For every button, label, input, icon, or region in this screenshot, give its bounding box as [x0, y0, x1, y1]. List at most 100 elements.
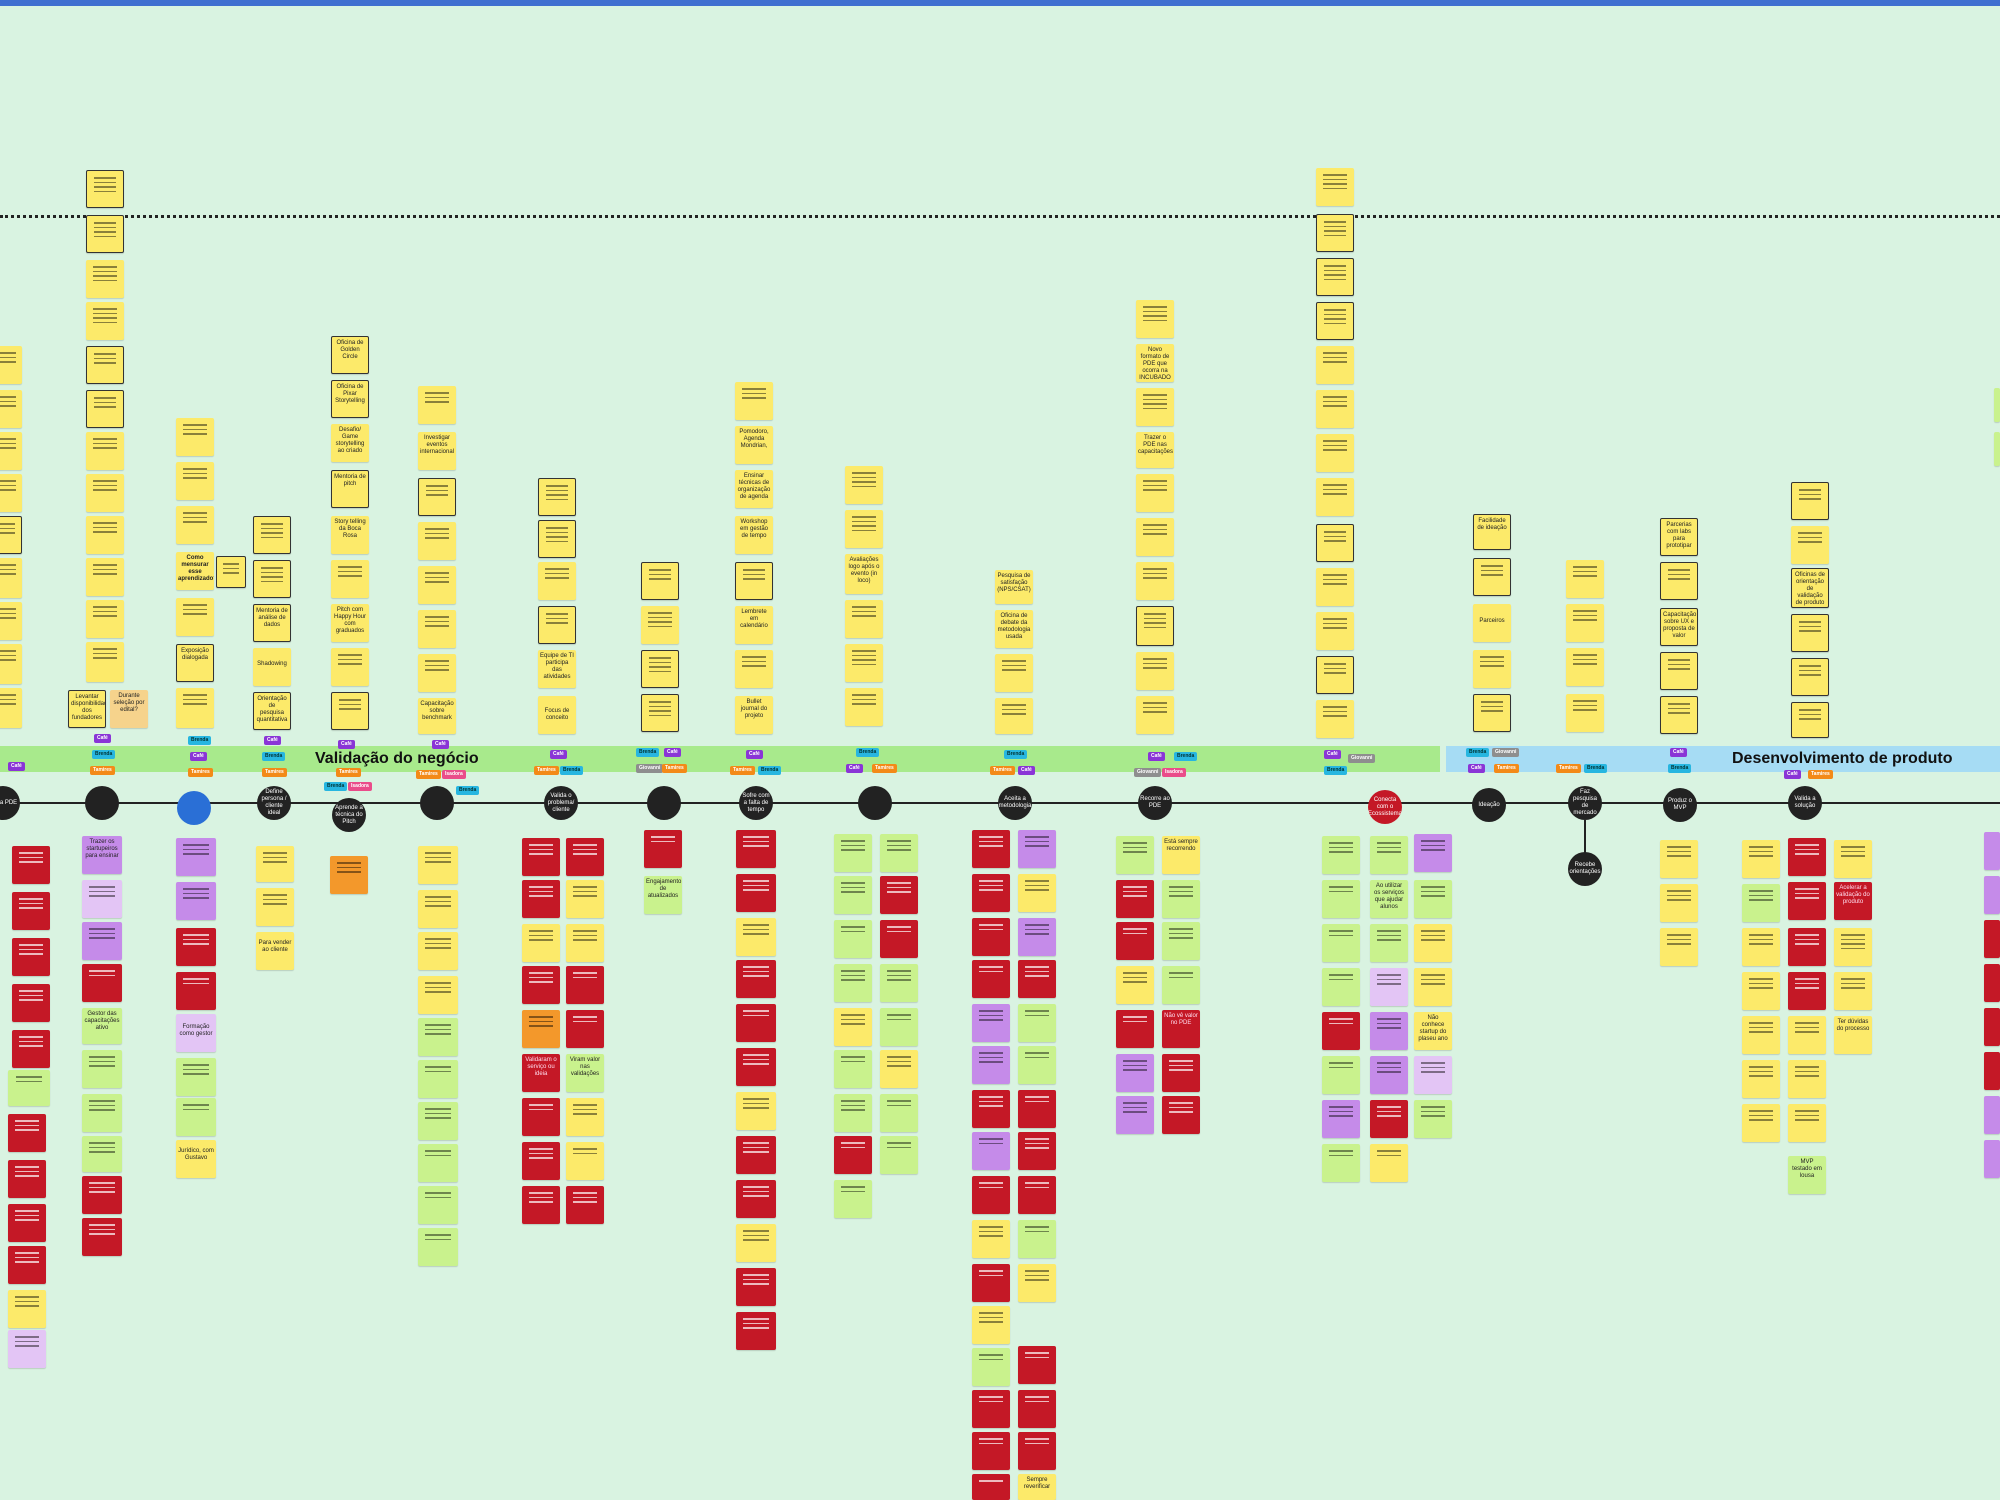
sticky-note[interactable] [86, 642, 124, 682]
sticky-note[interactable]: Pesquisa de satisfação (NPS/CSAT) [995, 570, 1033, 604]
sticky-note[interactable] [1473, 558, 1511, 596]
timeline-node[interactable] [177, 791, 211, 825]
timeline-node[interactable]: Recorre ao PDE [1138, 786, 1172, 820]
sticky-note[interactable]: Ter dúvidas do processo [1834, 1016, 1872, 1054]
sticky-note[interactable] [522, 1010, 560, 1048]
sticky-note[interactable] [566, 1010, 604, 1048]
sticky-note[interactable] [1566, 560, 1604, 598]
sticky-note[interactable] [1316, 612, 1354, 650]
sticky-note[interactable] [1370, 968, 1408, 1006]
sticky-note[interactable] [1414, 1056, 1452, 1094]
sticky-note[interactable] [566, 1186, 604, 1224]
sticky-note[interactable] [1322, 880, 1360, 918]
sticky-note[interactable]: MVP testado em lousa [1788, 1156, 1826, 1194]
sticky-note[interactable] [0, 432, 22, 470]
sticky-note[interactable] [1473, 650, 1511, 688]
sticky-note[interactable] [1984, 1140, 2000, 1178]
sticky-note[interactable] [1370, 1056, 1408, 1094]
sticky-note[interactable] [82, 1050, 122, 1088]
sticky-note[interactable] [522, 1098, 560, 1136]
sticky-note[interactable] [0, 558, 22, 598]
sticky-note[interactable] [834, 920, 872, 958]
sticky-note[interactable] [1660, 652, 1698, 690]
sticky-note[interactable] [522, 924, 560, 962]
sticky-note[interactable] [1316, 524, 1354, 562]
sticky-note[interactable] [418, 478, 456, 516]
sticky-note[interactable] [1116, 880, 1154, 918]
sticky-note[interactable]: Acelerar a validação do produto [1834, 882, 1872, 920]
sticky-note[interactable] [736, 1136, 776, 1174]
sticky-note[interactable] [1116, 922, 1154, 960]
sticky-note[interactable] [331, 560, 369, 598]
sticky-note[interactable] [1414, 1100, 1452, 1138]
sticky-note[interactable] [1018, 918, 1056, 956]
sticky-note[interactable] [1566, 648, 1604, 686]
sticky-note[interactable] [1370, 1144, 1408, 1182]
sticky-note[interactable] [1018, 1220, 1056, 1258]
sticky-note[interactable]: Levantar disponibilidade dos fundadores [68, 690, 106, 728]
sticky-note[interactable] [1788, 838, 1826, 876]
sticky-note[interactable] [1316, 434, 1354, 472]
sticky-note[interactable] [1116, 836, 1154, 874]
sticky-note[interactable] [736, 1092, 776, 1130]
sticky-note[interactable] [0, 644, 22, 684]
sticky-note[interactable] [735, 650, 773, 688]
sticky-note[interactable] [82, 1094, 122, 1132]
sticky-note[interactable] [1984, 920, 2000, 958]
sticky-note[interactable] [1018, 1390, 1056, 1428]
sticky-note[interactable] [12, 846, 50, 884]
sticky-note[interactable] [880, 876, 918, 914]
sticky-note[interactable] [1994, 432, 2000, 466]
sticky-note[interactable]: Capacitação sobre UX e proposta de valor [1660, 608, 1698, 646]
sticky-note[interactable] [880, 1008, 918, 1046]
sticky-note[interactable] [176, 1098, 216, 1136]
sticky-note[interactable] [1316, 168, 1354, 206]
sticky-note[interactable]: Ensinar técnicas de organização de agend… [735, 470, 773, 508]
sticky-note[interactable] [880, 834, 918, 872]
sticky-note[interactable] [82, 1136, 122, 1172]
sticky-note[interactable] [1316, 302, 1354, 340]
sticky-note[interactable] [0, 474, 22, 512]
sticky-note[interactable] [1742, 972, 1780, 1010]
sticky-note[interactable] [736, 874, 776, 912]
sticky-note[interactable] [418, 1144, 458, 1182]
sticky-note[interactable] [1566, 694, 1604, 732]
sticky-note[interactable] [1018, 1432, 1056, 1470]
timeline-node[interactable]: Aprende a técnica do Pitch [332, 798, 366, 832]
sticky-note[interactable] [1316, 214, 1354, 252]
sticky-note[interactable] [82, 1218, 122, 1256]
sticky-note[interactable] [256, 888, 294, 926]
sticky-note[interactable] [845, 688, 883, 726]
sticky-note[interactable] [972, 830, 1010, 868]
sticky-note[interactable] [8, 1246, 46, 1284]
sticky-note[interactable] [736, 1048, 776, 1086]
sticky-note[interactable] [1414, 834, 1452, 872]
sticky-note[interactable] [1322, 1100, 1360, 1138]
sticky-note[interactable] [1788, 1060, 1826, 1098]
sticky-note[interactable] [1984, 876, 2000, 914]
sticky-note[interactable] [1322, 1012, 1360, 1050]
sticky-note[interactable]: Lembrete em calendário [735, 606, 773, 644]
sticky-note[interactable] [1742, 1016, 1780, 1054]
sticky-note[interactable]: Trazer os startupeiros para ensinar [82, 836, 122, 874]
sticky-note[interactable] [1414, 968, 1452, 1006]
sticky-note[interactable] [1116, 1010, 1154, 1048]
sticky-note[interactable] [418, 846, 458, 884]
sticky-note[interactable] [538, 606, 576, 644]
sticky-note[interactable]: Novo formato de PDE que ocorra na INCUBA… [1136, 344, 1174, 382]
sticky-note[interactable] [644, 830, 682, 868]
sticky-note[interactable] [1791, 482, 1829, 520]
sticky-note[interactable] [331, 692, 369, 730]
timeline-node[interactable] [858, 786, 892, 820]
sticky-note[interactable]: Focus de conceito [538, 696, 576, 734]
sticky-note[interactable] [12, 892, 50, 930]
sticky-note[interactable] [1984, 1096, 2000, 1134]
sticky-note[interactable] [1018, 1264, 1056, 1302]
sticky-note[interactable] [1742, 1104, 1780, 1142]
sticky-note[interactable] [736, 1312, 776, 1350]
sticky-note[interactable] [0, 390, 22, 428]
sticky-note[interactable] [1316, 568, 1354, 606]
sticky-note[interactable] [880, 1136, 918, 1174]
sticky-note[interactable] [1322, 924, 1360, 962]
sticky-note[interactable] [1018, 874, 1056, 912]
